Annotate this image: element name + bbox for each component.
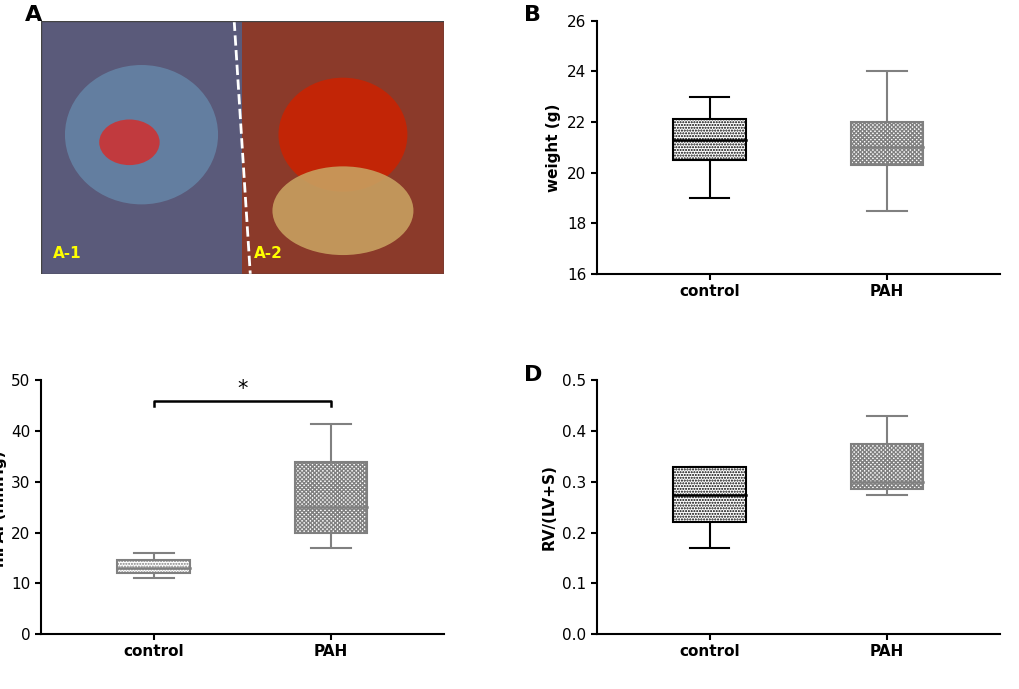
Bar [294, 462, 367, 533]
Text: D: D [524, 365, 542, 385]
Ellipse shape [272, 166, 413, 255]
Y-axis label: RV/(LV+S): RV/(LV+S) [541, 464, 556, 550]
Bar [117, 560, 190, 573]
Text: *: * [236, 379, 248, 399]
Bar [673, 119, 745, 160]
Bar [41, 21, 242, 274]
Y-axis label: mPAP(mmHg): mPAP(mmHg) [0, 449, 5, 566]
Text: A-1: A-1 [53, 247, 82, 261]
Bar [850, 444, 922, 489]
Y-axis label: weight (g): weight (g) [546, 103, 560, 192]
Bar [850, 122, 922, 165]
Text: B: B [524, 6, 541, 25]
Ellipse shape [65, 65, 218, 205]
Bar [673, 466, 745, 522]
Text: A: A [24, 6, 42, 25]
Ellipse shape [278, 78, 407, 192]
Bar [242, 21, 443, 274]
Text: A-2: A-2 [254, 247, 283, 261]
Ellipse shape [99, 119, 160, 165]
